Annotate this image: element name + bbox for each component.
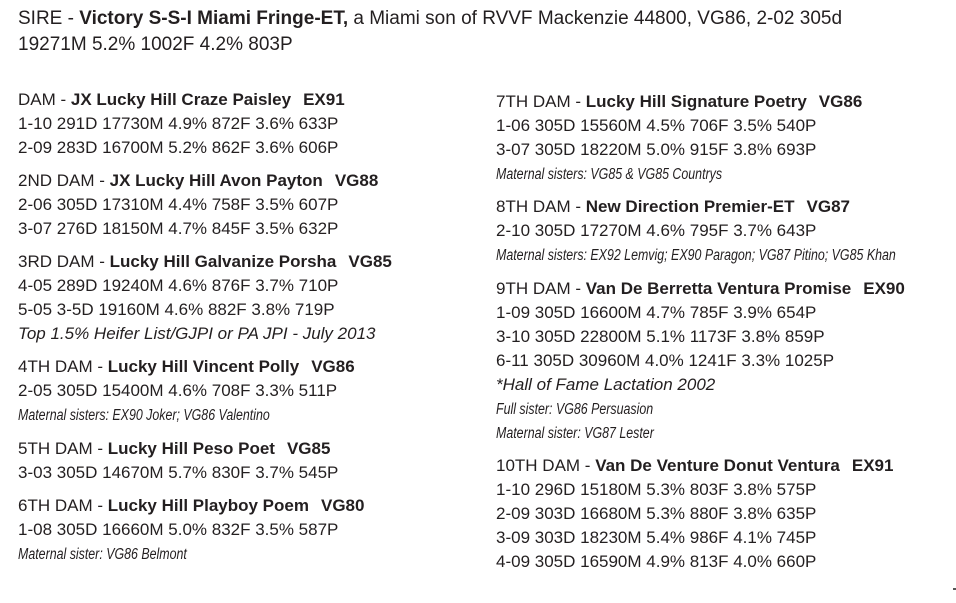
classification-score: VG87	[806, 197, 850, 216]
dam-name: Van De Berretta Ventura Promise	[585, 279, 852, 298]
dam-name: JX Lucky Hill Avon Payton	[109, 171, 323, 190]
dam-heading: 2ND DAM - JX Lucky Hill Avon Payton VG88	[18, 169, 488, 193]
dam-generation-label: 7TH DAM -	[496, 92, 586, 111]
dam-section: 5TH DAM - Lucky Hill Peso Poet VG85 3-03 3…	[18, 437, 488, 485]
lactation-record: 3-10 305D 22800M 5.1% 1173F 3.8% 859P	[496, 327, 825, 346]
classification-score: EX91	[303, 90, 345, 109]
dam-section: 8TH DAM - New Direction Premier-ET VG87 2-…	[496, 195, 956, 267]
dam-remark: Top 1.5% Heifer List/GJPI or PA JPI - Ju…	[18, 324, 376, 343]
dam-heading: 6TH DAM - Lucky Hill Playboy Poem VG80	[18, 494, 488, 518]
lactation-record: 4-09 305D 16590M 4.9% 813F 4.0% 660P	[496, 552, 817, 571]
classification-score: VG85	[286, 439, 331, 458]
dam-name: Lucky Hill Playboy Poem	[107, 496, 309, 515]
dam-section: 9TH DAM - Van De Berretta Ventura Promis…	[496, 277, 956, 445]
dam-section: 6TH DAM - Lucky Hill Playboy Poem VG80 1-0…	[18, 494, 488, 566]
lactation-record: 1-06 305D 15560M 4.5% 706F 3.5% 540P	[496, 116, 817, 135]
classification-score: VG88	[334, 171, 379, 190]
dam-generation-label: DAM -	[18, 90, 71, 109]
lactation-record: 1-09 305D 16600M 4.7% 785F 3.9% 654P	[496, 303, 817, 322]
dam-name: Van De Venture Donut Ventura	[595, 456, 840, 475]
dam-generation-label: 8TH DAM -	[496, 197, 586, 216]
sisters-note: Full sister: VG86 Persuasion	[496, 401, 654, 418]
sire-record: 19271M 5.2% 1002F 4.2% 803P	[18, 34, 293, 55]
dam-section: 3RD DAM - Lucky Hill Galvanize Porsha VG8…	[18, 250, 488, 346]
dam-generation-label: 5TH DAM -	[18, 439, 108, 458]
dam-heading: 3RD DAM - Lucky Hill Galvanize Porsha VG8…	[18, 250, 488, 274]
lactation-record: 1-10 291D 17730M 4.9% 872F 3.6% 633P	[18, 114, 339, 133]
sisters-note-row: Maternal sisters: VG85 & VG85 Countrys	[496, 162, 956, 186]
classification-score: EX90	[863, 279, 905, 298]
sisters-note-row: Maternal sisters: EX92 Lemvig; EX90 Para…	[496, 243, 956, 267]
lactation-record: 2-05 305D 15400M 4.6% 708F 3.3% 511P	[18, 381, 338, 400]
sisters-note: Maternal sister: VG87 Lester	[496, 425, 654, 442]
dam-section: 7TH DAM - Lucky Hill Signature Poetry VG8…	[496, 90, 956, 186]
dam-heading: 10TH DAM - Van De Venture Donut Ventura E…	[496, 454, 956, 478]
dam-generation-label: 9TH DAM -	[496, 279, 586, 298]
classification-score: VG80	[320, 496, 365, 515]
dam-section: DAM - JX Lucky Hill Craze Paisley EX91 1-1…	[18, 88, 488, 160]
sire-description: a Miami son of RVVF Mackenzie 44800, VG8…	[348, 8, 843, 29]
dam-generation-label: 10TH DAM -	[496, 456, 596, 475]
lactation-record: 1-10 296D 15180M 5.3% 803F 3.8% 575P	[496, 480, 817, 499]
dam-heading: 4TH DAM - Lucky Hill Vincent Polly VG86	[18, 355, 488, 379]
dam-name: New Direction Premier-ET	[585, 197, 795, 216]
lactation-record: 3-07 305D 18220M 5.0% 915F 3.8% 693P	[496, 140, 817, 159]
dam-section: 10TH DAM - Van De Venture Donut Ventura E…	[496, 454, 956, 574]
dam-name: Lucky Hill Peso Poet	[107, 439, 275, 458]
lactation-record: 3-03 305D 14670M 5.7% 830F 3.7% 545P	[18, 463, 339, 482]
sisters-note-row: Maternal sister: VG86 Belmont	[18, 542, 488, 566]
dam-heading: 8TH DAM - New Direction Premier-ET VG87	[496, 195, 956, 219]
lactation-record: 1-08 305D 16660M 5.0% 832F 3.5% 587P	[18, 520, 339, 539]
dam-generation-label: 3RD DAM -	[18, 252, 110, 271]
sire-info: SIRE - Victory S-S-I Miami Fringe-ET, a …	[18, 6, 842, 58]
lactation-record: 3-07 276D 18150M 4.7% 845F 3.5% 632P	[18, 219, 339, 238]
lactation-record: 6-11 305D 30960M 4.0% 1241F 3.3% 1025P	[496, 351, 835, 370]
sisters-note: Maternal sisters: VG85 & VG85 Countrys	[496, 166, 723, 183]
dam-section: 2ND DAM - JX Lucky Hill Avon Payton VG88 2…	[18, 169, 488, 241]
dam-name: Lucky Hill Vincent Polly	[107, 357, 300, 376]
dam-section: 4TH DAM - Lucky Hill Vincent Polly VG86 2-…	[18, 355, 488, 427]
lactation-record: 2-09 303D 16680M 5.3% 880F 3.8% 635P	[496, 504, 817, 523]
lactation-record: 2-10 305D 17270M 4.6% 795F 3.7% 643P	[496, 221, 817, 240]
dam-generation-label: 6TH DAM -	[18, 496, 108, 515]
page-edge-mark	[953, 588, 956, 590]
lactation-record: 2-06 305D 17310M 4.4% 758F 3.5% 607P	[18, 195, 339, 214]
lactation-record: 3-09 303D 18230M 5.4% 986F 4.1% 745P	[496, 528, 817, 547]
sisters-note: Maternal sisters: EX90 Joker; VG86 Valen…	[18, 407, 270, 424]
sisters-note-row: Maternal sister: VG87 Lester	[496, 421, 956, 445]
sisters-note: Maternal sister: VG86 Belmont	[18, 546, 187, 563]
dam-generation-label: 2ND DAM -	[18, 171, 110, 190]
classification-score: VG86	[818, 92, 863, 111]
dam-generation-label: 4TH DAM -	[18, 357, 108, 376]
classification-score: EX91	[851, 456, 894, 475]
dam-name: JX Lucky Hill Craze Paisley	[70, 90, 292, 109]
classification-score: VG86	[311, 357, 355, 376]
dam-heading: 7TH DAM - Lucky Hill Signature Poetry VG8…	[496, 90, 956, 114]
classification-score: VG85	[348, 252, 392, 271]
lactation-record: 4-05 289D 19240M 4.6% 876F 3.7% 710P	[18, 276, 339, 295]
dam-name: Lucky Hill Signature Poetry	[585, 92, 807, 111]
dam-heading: DAM - JX Lucky Hill Craze Paisley EX91	[18, 88, 488, 112]
dam-heading: 9TH DAM - Van De Berretta Ventura Promis…	[496, 277, 956, 301]
sisters-note: Maternal sisters: EX92 Lemvig; EX90 Para…	[496, 247, 896, 264]
sisters-note-row: Maternal sisters: EX90 Joker; VG86 Valen…	[18, 403, 488, 427]
sire-label: SIRE -	[18, 8, 80, 29]
lactation-record: 2-09 283D 16700M 5.2% 862F 3.6% 606P	[18, 138, 339, 157]
dam-heading: 5TH DAM - Lucky Hill Peso Poet VG85	[18, 437, 488, 461]
dam-name: Lucky Hill Galvanize Porsha	[109, 252, 337, 271]
sisters-note-row: Full sister: VG86 Persuasion	[496, 397, 956, 421]
dam-remark: *Hall of Fame Lactation 2002	[496, 375, 716, 394]
lactation-record: 5-05 3-5D 19160M 4.6% 882F 3.8% 719P	[18, 300, 335, 319]
sire-name: Victory S-S-I Miami Fringe-ET,	[79, 8, 349, 29]
